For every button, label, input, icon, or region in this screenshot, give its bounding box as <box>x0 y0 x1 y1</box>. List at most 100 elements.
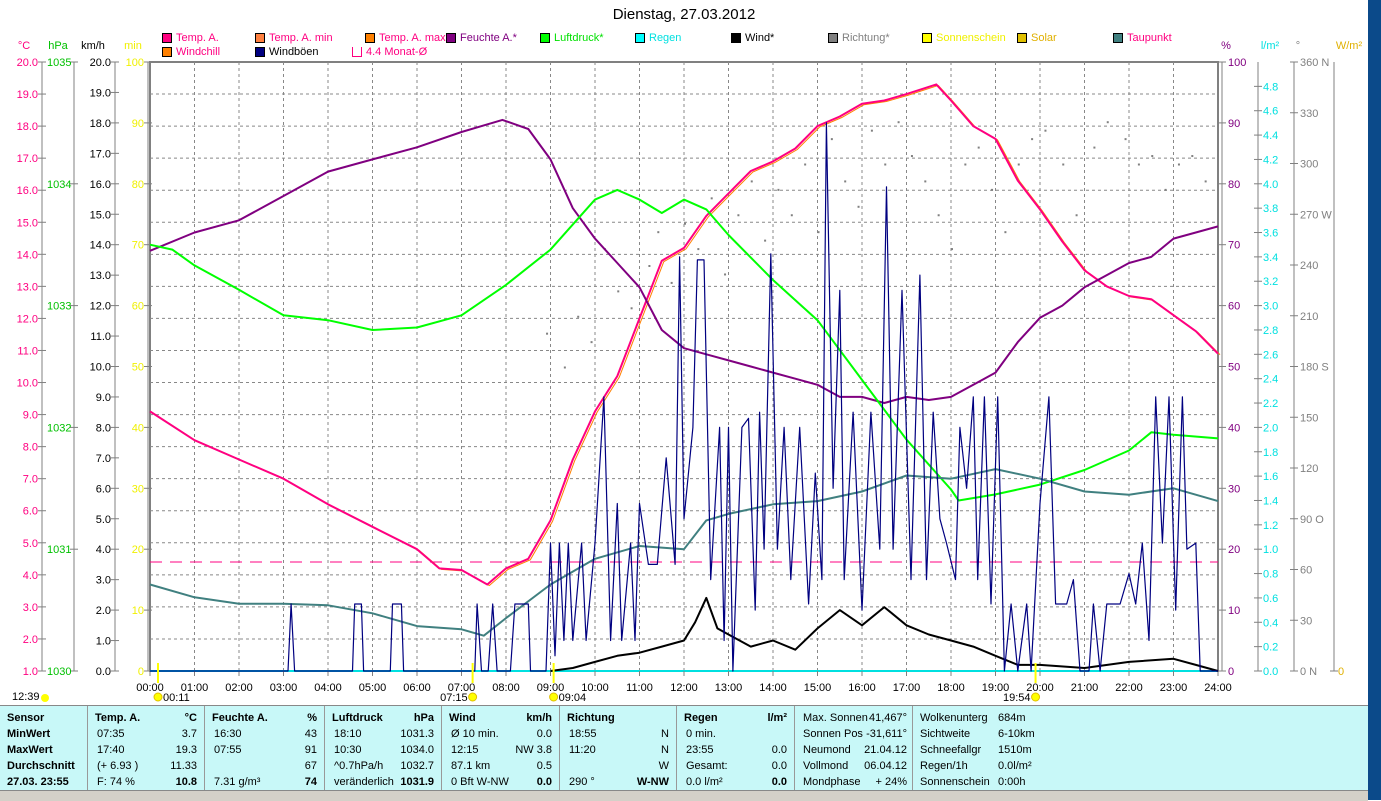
legend-label: Taupunkt <box>1127 32 1172 44</box>
kmh-tick-label: 6.0 <box>96 483 111 495</box>
plot-area <box>149 61 1219 672</box>
celsius-tick-label: 16.0 <box>17 185 38 197</box>
legend-swatch-icon <box>352 47 362 57</box>
table-column <box>795 706 913 791</box>
rain-tick-label: 1.2 <box>1263 520 1278 532</box>
table-cell: 0.0 <box>771 776 787 788</box>
legend-label: Temp. A. <box>176 32 219 44</box>
min-tick-label: 20 <box>132 544 144 556</box>
direction-point <box>830 138 833 141</box>
kmh-tick-label: 4.0 <box>96 544 111 556</box>
direction-point <box>884 163 887 166</box>
table-cell: Sichtweite <box>920 728 971 740</box>
kmh-tick-label: 8.0 <box>96 422 111 434</box>
sunrise-icon <box>468 692 478 702</box>
table-cell: 23:55 <box>686 744 714 756</box>
kmh-tick-label: 11.0 <box>90 331 111 343</box>
celsius-tick-label: 12.0 <box>17 313 38 325</box>
direction-point <box>1191 155 1194 158</box>
x-tick-label: 16:00 <box>848 682 876 694</box>
direction-point <box>1124 138 1127 141</box>
table-cell: Ø 10 min. <box>451 728 499 740</box>
rain-tick-label: 2.0 <box>1263 422 1278 434</box>
table-cell: 0.0 <box>536 776 552 788</box>
table-cell: F: 74 % <box>97 776 135 788</box>
direction-point <box>737 214 740 217</box>
direction-point <box>1044 129 1047 132</box>
series-line-luftdruck <box>149 188 1219 502</box>
kmh-tick-label: 3.0 <box>96 575 111 587</box>
table-cell: 0:00h <box>998 776 1026 788</box>
table-cell: 1031.3 <box>400 728 434 740</box>
legend-label: Wind* <box>745 32 775 44</box>
legend-item: Temp. A. <box>162 32 219 44</box>
min-tick-label: 0 <box>138 666 144 678</box>
table-cell: 67 <box>304 760 317 772</box>
table-cell: hPa <box>413 712 434 724</box>
x-tick-label: 17:00 <box>893 682 921 694</box>
direction-point <box>937 214 940 217</box>
table-cell: Sonnenschein <box>920 776 990 788</box>
degree-tick-label: 60 <box>1300 565 1312 577</box>
kmh-tick-label: 16.0 <box>90 179 111 191</box>
celsius-axis-unit: °C <box>18 40 30 52</box>
table-cell: 18:55 <box>569 728 597 740</box>
legend-swatch-icon <box>255 33 265 43</box>
legend-label: Windchill <box>176 46 221 58</box>
kmh-tick-label: 12.0 <box>90 301 111 313</box>
series-line-taupunkt <box>149 468 1219 637</box>
legend-item: Solar <box>1017 32 1057 44</box>
solar-tick-label: 0 <box>1338 666 1344 678</box>
direction-point <box>1164 188 1167 191</box>
hpa-tick-label: 1032 <box>47 422 71 434</box>
table-cell: Neumond <box>803 744 851 756</box>
min-tick-label: 40 <box>132 422 144 434</box>
rain-tick-label: 3.4 <box>1263 252 1278 264</box>
rain-tick-label: 0.6 <box>1263 593 1278 605</box>
legend-swatch-icon <box>162 33 172 43</box>
table-cell: 11.33 <box>170 760 197 772</box>
percent-tick-label: 30 <box>1228 483 1240 495</box>
rain-tick-label: 4.8 <box>1263 81 1278 93</box>
celsius-tick-label: 15.0 <box>17 217 38 229</box>
direction-point <box>577 315 580 318</box>
kmh-tick-label: 15.0 <box>90 209 111 221</box>
x-tick-label: 06:00 <box>403 682 431 694</box>
series-line-wind <box>550 596 1219 672</box>
min-tick-label: 100 <box>126 57 144 69</box>
degree-tick-label: 90 O <box>1300 514 1324 526</box>
table-cell: 0.0 <box>771 760 787 772</box>
direction-point <box>764 239 767 242</box>
min-tick-label: 50 <box>132 362 144 374</box>
direction-point <box>870 129 873 132</box>
moonrise-icon <box>549 692 559 702</box>
statistics-table: Sensor MinWert MaxWert Durchschnitt 27.03. 2… <box>0 705 1368 791</box>
table-cell: Richtung <box>567 712 615 724</box>
percent-tick-label: 100 <box>1228 57 1246 69</box>
legend-swatch-icon <box>446 33 456 43</box>
chart-title: Dienstag, 27.03.2012 <box>612 6 756 23</box>
direction-point <box>546 332 549 335</box>
percent-tick-label: 70 <box>1228 240 1240 252</box>
table-cell: ^0.7hPa/h <box>334 760 384 772</box>
legend-label: 4.4 Monat-Ø <box>366 46 428 58</box>
direction-point <box>648 265 651 267</box>
x-tick-label: 15:00 <box>804 682 832 694</box>
legend-label: Feuchte A.* <box>460 32 517 44</box>
degree-tick-label: 300 <box>1300 159 1318 171</box>
rain-tick-label: 0.4 <box>1263 617 1278 629</box>
rain-tick-label: 1.0 <box>1263 544 1278 556</box>
table-cell: 43 <box>304 728 317 740</box>
legend-swatch-icon <box>828 33 838 43</box>
series-line-temp-a <box>149 83 1219 586</box>
astro-time-label: 00:11 <box>163 692 190 704</box>
table-cell: 0.0 <box>771 744 787 756</box>
legend-item: Sonnenschein <box>922 32 1006 44</box>
degree-tick-label: 150 <box>1300 412 1318 424</box>
table-cell: 0.0l/m² <box>998 760 1032 772</box>
percent-tick-label: 60 <box>1228 301 1240 313</box>
kmh-tick-label: 18.0 <box>90 118 111 130</box>
direction-point <box>697 248 700 251</box>
direction-point <box>1017 163 1020 166</box>
table-cell: N <box>661 744 669 756</box>
